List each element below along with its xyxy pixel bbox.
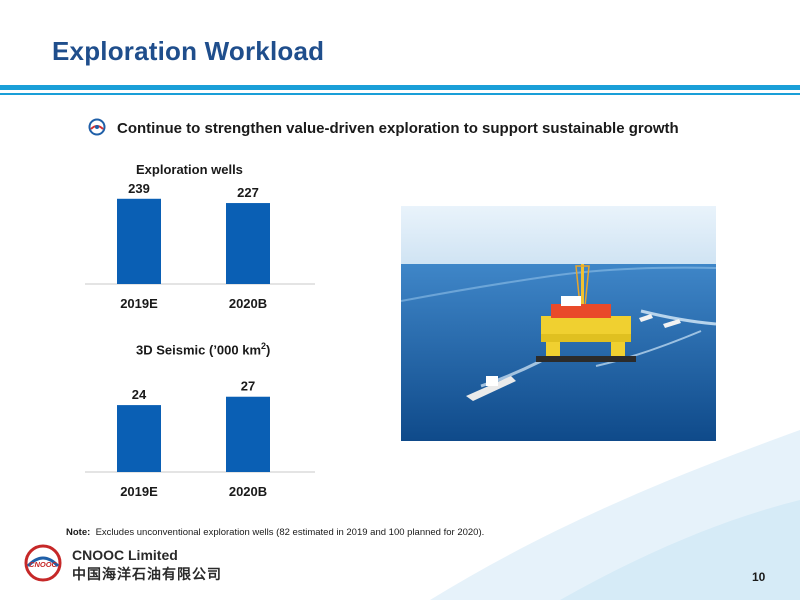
data-label-2020B: 27 — [241, 379, 255, 394]
data-label-2019E: 24 — [132, 387, 147, 402]
footnote-label: Note: — [66, 527, 91, 538]
bar-2020B — [226, 203, 270, 284]
cnooc-logo-icon: CNOOC — [24, 544, 62, 582]
company-name-en: CNOOC Limited — [72, 547, 178, 563]
bar-2019E — [117, 198, 161, 284]
bar-2019E — [117, 405, 161, 472]
company-name-cn: 中国海洋石油有限公司 — [72, 566, 222, 582]
chart-title-wells: Exploration wells — [136, 162, 243, 177]
logo-text: CNOOC — [29, 560, 58, 569]
seismic-chart: 24 2019E 27 2020B — [85, 379, 315, 499]
footnote-text: Excludes unconventional exploration well… — [95, 527, 485, 538]
category-label-2019E: 2019E — [120, 484, 158, 499]
bullet-text: Continue to strengthen value-driven expl… — [117, 120, 679, 137]
chart-title-seismic-sup: 2 — [261, 341, 267, 351]
offshore-platform-photo — [401, 206, 716, 441]
footnote: Note: Excludes unconventional exploratio… — [66, 527, 484, 538]
bar-2020B — [226, 396, 270, 472]
category-label-2020B: 2020B — [229, 484, 267, 499]
data-label-2019E: 239 — [128, 181, 150, 196]
chart-title-seismic-end: ) — [266, 342, 271, 358]
chart-title-seismic: 3D Seismic (’000 km2) — [136, 341, 270, 357]
category-label-2019E: 2019E — [120, 296, 158, 311]
chart-title-seismic-main: 3D Seismic (’000 km — [136, 342, 262, 358]
page-number: 10 — [752, 570, 766, 584]
page-title: Exploration Workload — [52, 36, 325, 66]
data-label-2020B: 227 — [237, 185, 259, 200]
exploration-wells-chart: 239 2019E 227 2020B — [85, 181, 315, 311]
bullet-logo-icon — [88, 118, 106, 136]
header-rule-thick — [0, 85, 800, 90]
category-label-2020B: 2020B — [229, 296, 267, 311]
header-rule-thin — [0, 93, 800, 95]
